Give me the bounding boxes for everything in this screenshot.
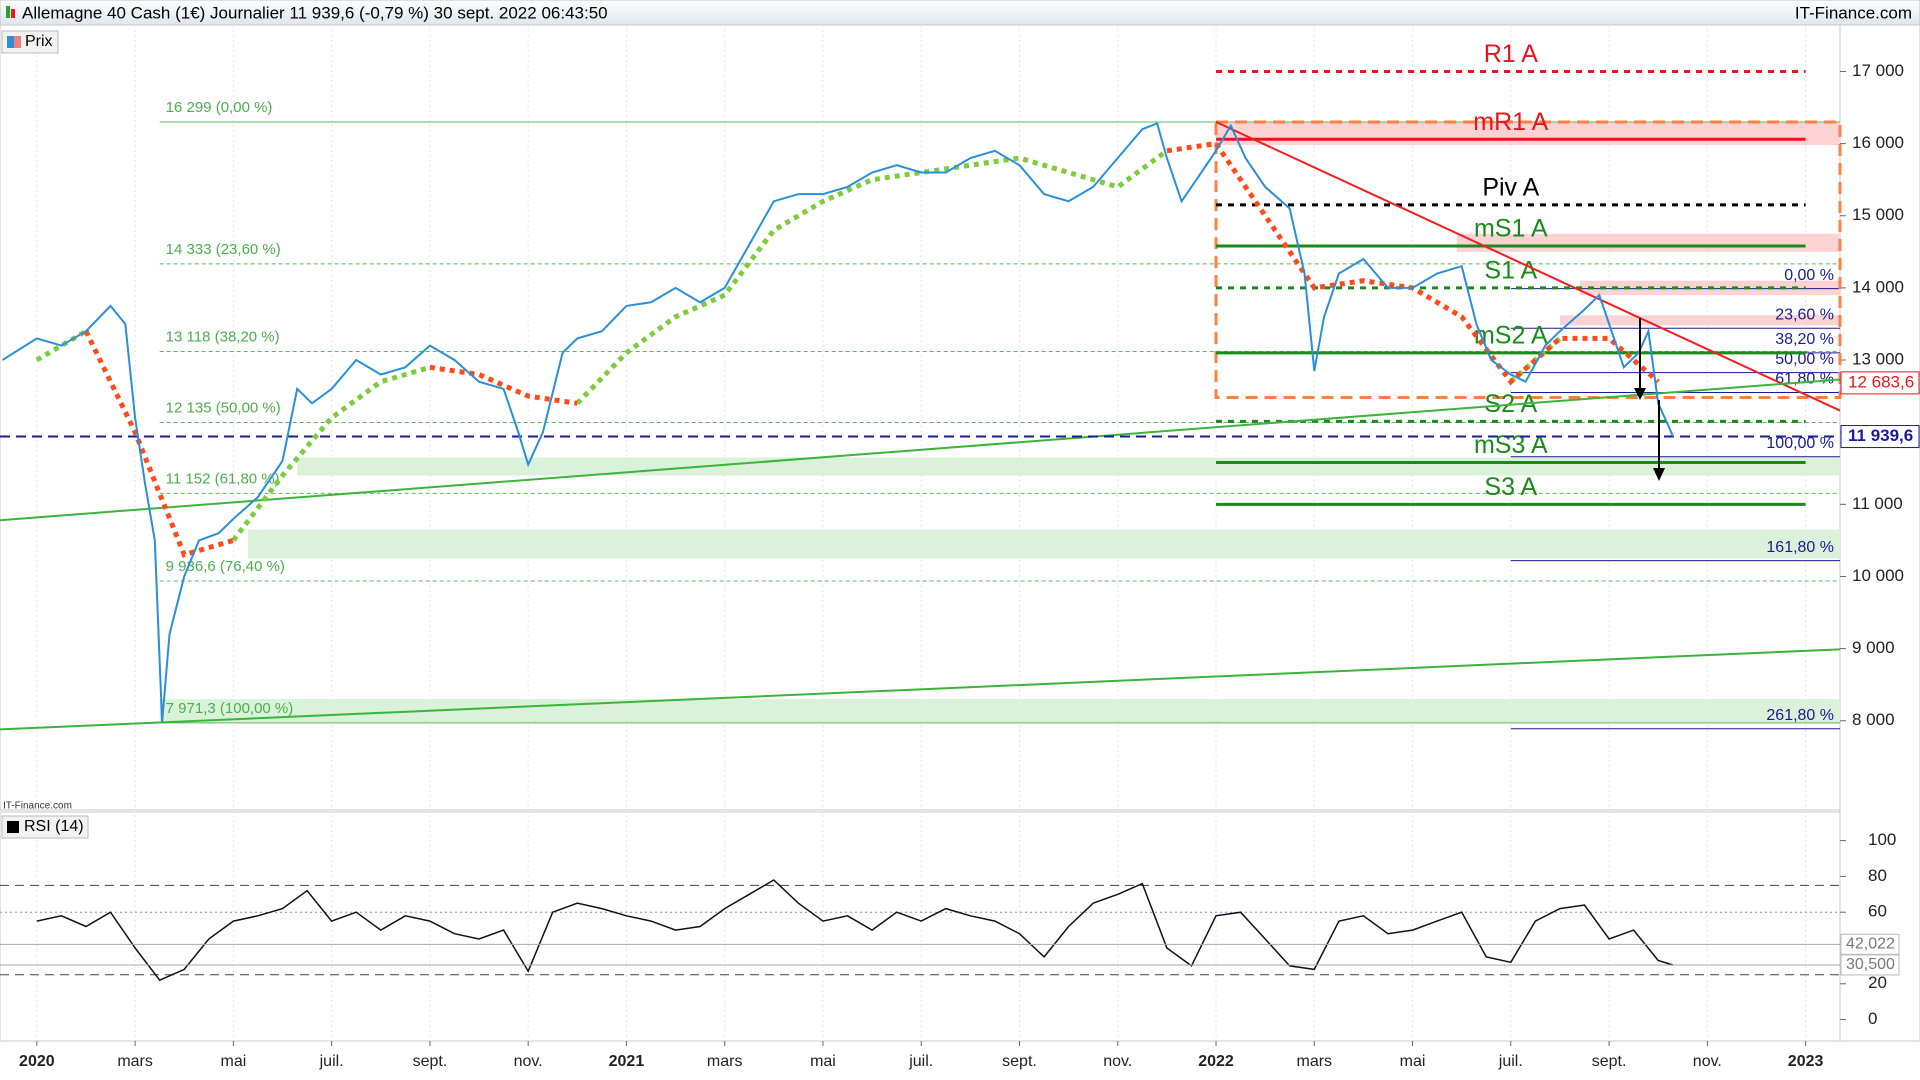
x-tick-label: juil.: [319, 1053, 344, 1070]
fibo-label: 12 135 (50,00 %): [166, 399, 281, 416]
fibo-label: 7 971,3 (100,00 %): [166, 700, 294, 717]
pivot-label: R1 A: [1484, 40, 1539, 68]
rsi-marker-label: 42,022: [1846, 936, 1895, 953]
rsi-y-tick-label: 100: [1868, 830, 1896, 849]
x-tick-label: sept.: [1002, 1053, 1037, 1070]
x-tick-label: mars: [1297, 1053, 1333, 1070]
rsi-y-tick-label: 60: [1868, 902, 1887, 921]
x-tick-label: 2023: [1788, 1053, 1824, 1070]
x-tick-label: mars: [707, 1053, 743, 1070]
price-line-series: [1, 122, 1674, 723]
pivot-label: S3 A: [1484, 473, 1537, 501]
y-tick-label: 17 000: [1852, 61, 1904, 80]
rsi-line: [36, 879, 1674, 982]
x-tick-label: juil.: [908, 1053, 933, 1070]
axis-marker-label: 12 683,6: [1848, 372, 1914, 391]
zone: [1559, 315, 1840, 326]
arrow-head: [1634, 388, 1646, 400]
fibo-label: 38,20 %: [1775, 331, 1834, 348]
fibo-label: 100,00 %: [1766, 435, 1834, 452]
zone: [297, 457, 1841, 476]
trendline: [1215, 121, 1841, 412]
x-tick-label: nov.: [1103, 1053, 1132, 1070]
fibo-label: 261,80 %: [1766, 707, 1834, 724]
header-icon: [6, 6, 10, 18]
x-tick-label: nov.: [1693, 1053, 1722, 1070]
trendline: [0, 648, 1841, 731]
x-tick-label: mai: [220, 1053, 246, 1070]
chart-title: Allemagne 40 Cash (1€) Journalier 11 939…: [22, 3, 608, 22]
x-tick-label: sept.: [1592, 1053, 1627, 1070]
y-tick-label: 16 000: [1852, 133, 1904, 152]
watermark: IT-Finance.com: [3, 801, 72, 812]
rsi-legend: [1, 815, 89, 839]
pivot-label: mS1 A: [1474, 215, 1548, 243]
y-tick-label: 10 000: [1852, 566, 1904, 585]
y-tick-label: 13 000: [1852, 350, 1904, 369]
x-tick-label: nov.: [514, 1053, 543, 1070]
right-axis: [1839, 24, 1920, 1042]
rsi-marker: [1840, 933, 1900, 955]
rsi-panel: [0, 811, 1841, 1042]
rsi-y-tick-label: 20: [1868, 973, 1887, 992]
axis-marker-label: 11 939,6: [1848, 426, 1913, 445]
arrow-head: [1653, 468, 1665, 481]
x-tick-label: 2021: [609, 1053, 645, 1070]
header-icon: [11, 9, 15, 18]
trendline: [0, 378, 1841, 522]
y-tick-label: 14 000: [1852, 277, 1904, 296]
y-tick-label: 11 000: [1852, 494, 1903, 513]
fibo-label: 50,00 %: [1775, 351, 1834, 368]
pivot-label: mS2 A: [1474, 321, 1548, 349]
source: IT-Finance.com: [1795, 3, 1912, 22]
legend-label: Prix: [25, 33, 53, 50]
rsi-marker: [1840, 954, 1900, 976]
fibo-label: 16 299 (0,00 %): [166, 99, 273, 116]
rsi-y-tick-label: 80: [1868, 866, 1887, 885]
rsi-marker-label: 30,500: [1846, 956, 1895, 973]
x-tick-label: mai: [1400, 1053, 1426, 1070]
y-tick-label: 15 000: [1852, 205, 1904, 224]
x-tick-label: 2022: [1198, 1053, 1234, 1070]
x-tick-label: juil.: [1498, 1053, 1523, 1070]
axis-marker: [1840, 371, 1920, 395]
pivot-label: mS3 A: [1474, 431, 1548, 459]
x-tick-label: sept.: [413, 1053, 448, 1070]
fibo-label: 11 152 (61,80 %): [166, 470, 280, 487]
fibo-label: 13 118 (38,20 %): [166, 328, 280, 345]
pivot-label: Piv A: [1482, 174, 1539, 202]
y-tick-label: 8 000: [1852, 710, 1895, 729]
rsi-legend-icon: [7, 821, 19, 833]
box: [1214, 120, 1842, 400]
x-tick-label: 2020: [19, 1053, 55, 1070]
rsi-y-tick-label: 0: [1868, 1009, 1877, 1028]
fibo-label: 161,80 %: [1766, 539, 1834, 556]
rsi-title: RSI (14): [24, 818, 84, 835]
pivot-label: S1 A: [1484, 257, 1537, 285]
legend-icon: [7, 36, 14, 48]
fibo-label: 14 333 (23,60 %): [166, 241, 281, 258]
fibo-label: 23,60 %: [1775, 307, 1834, 324]
zone: [248, 529, 1841, 559]
x-tick-label: mai: [810, 1053, 836, 1070]
fibo-label: 9 936,6 (76,40 %): [166, 558, 285, 575]
legend-icon: [14, 36, 21, 48]
y-tick-label: 9 000: [1852, 638, 1895, 657]
x-tick-label: mars: [117, 1053, 153, 1070]
pivot-label: mR1 A: [1473, 108, 1548, 136]
axis-marker: [1840, 425, 1920, 449]
fibo-label: 0,00 %: [1784, 267, 1834, 284]
